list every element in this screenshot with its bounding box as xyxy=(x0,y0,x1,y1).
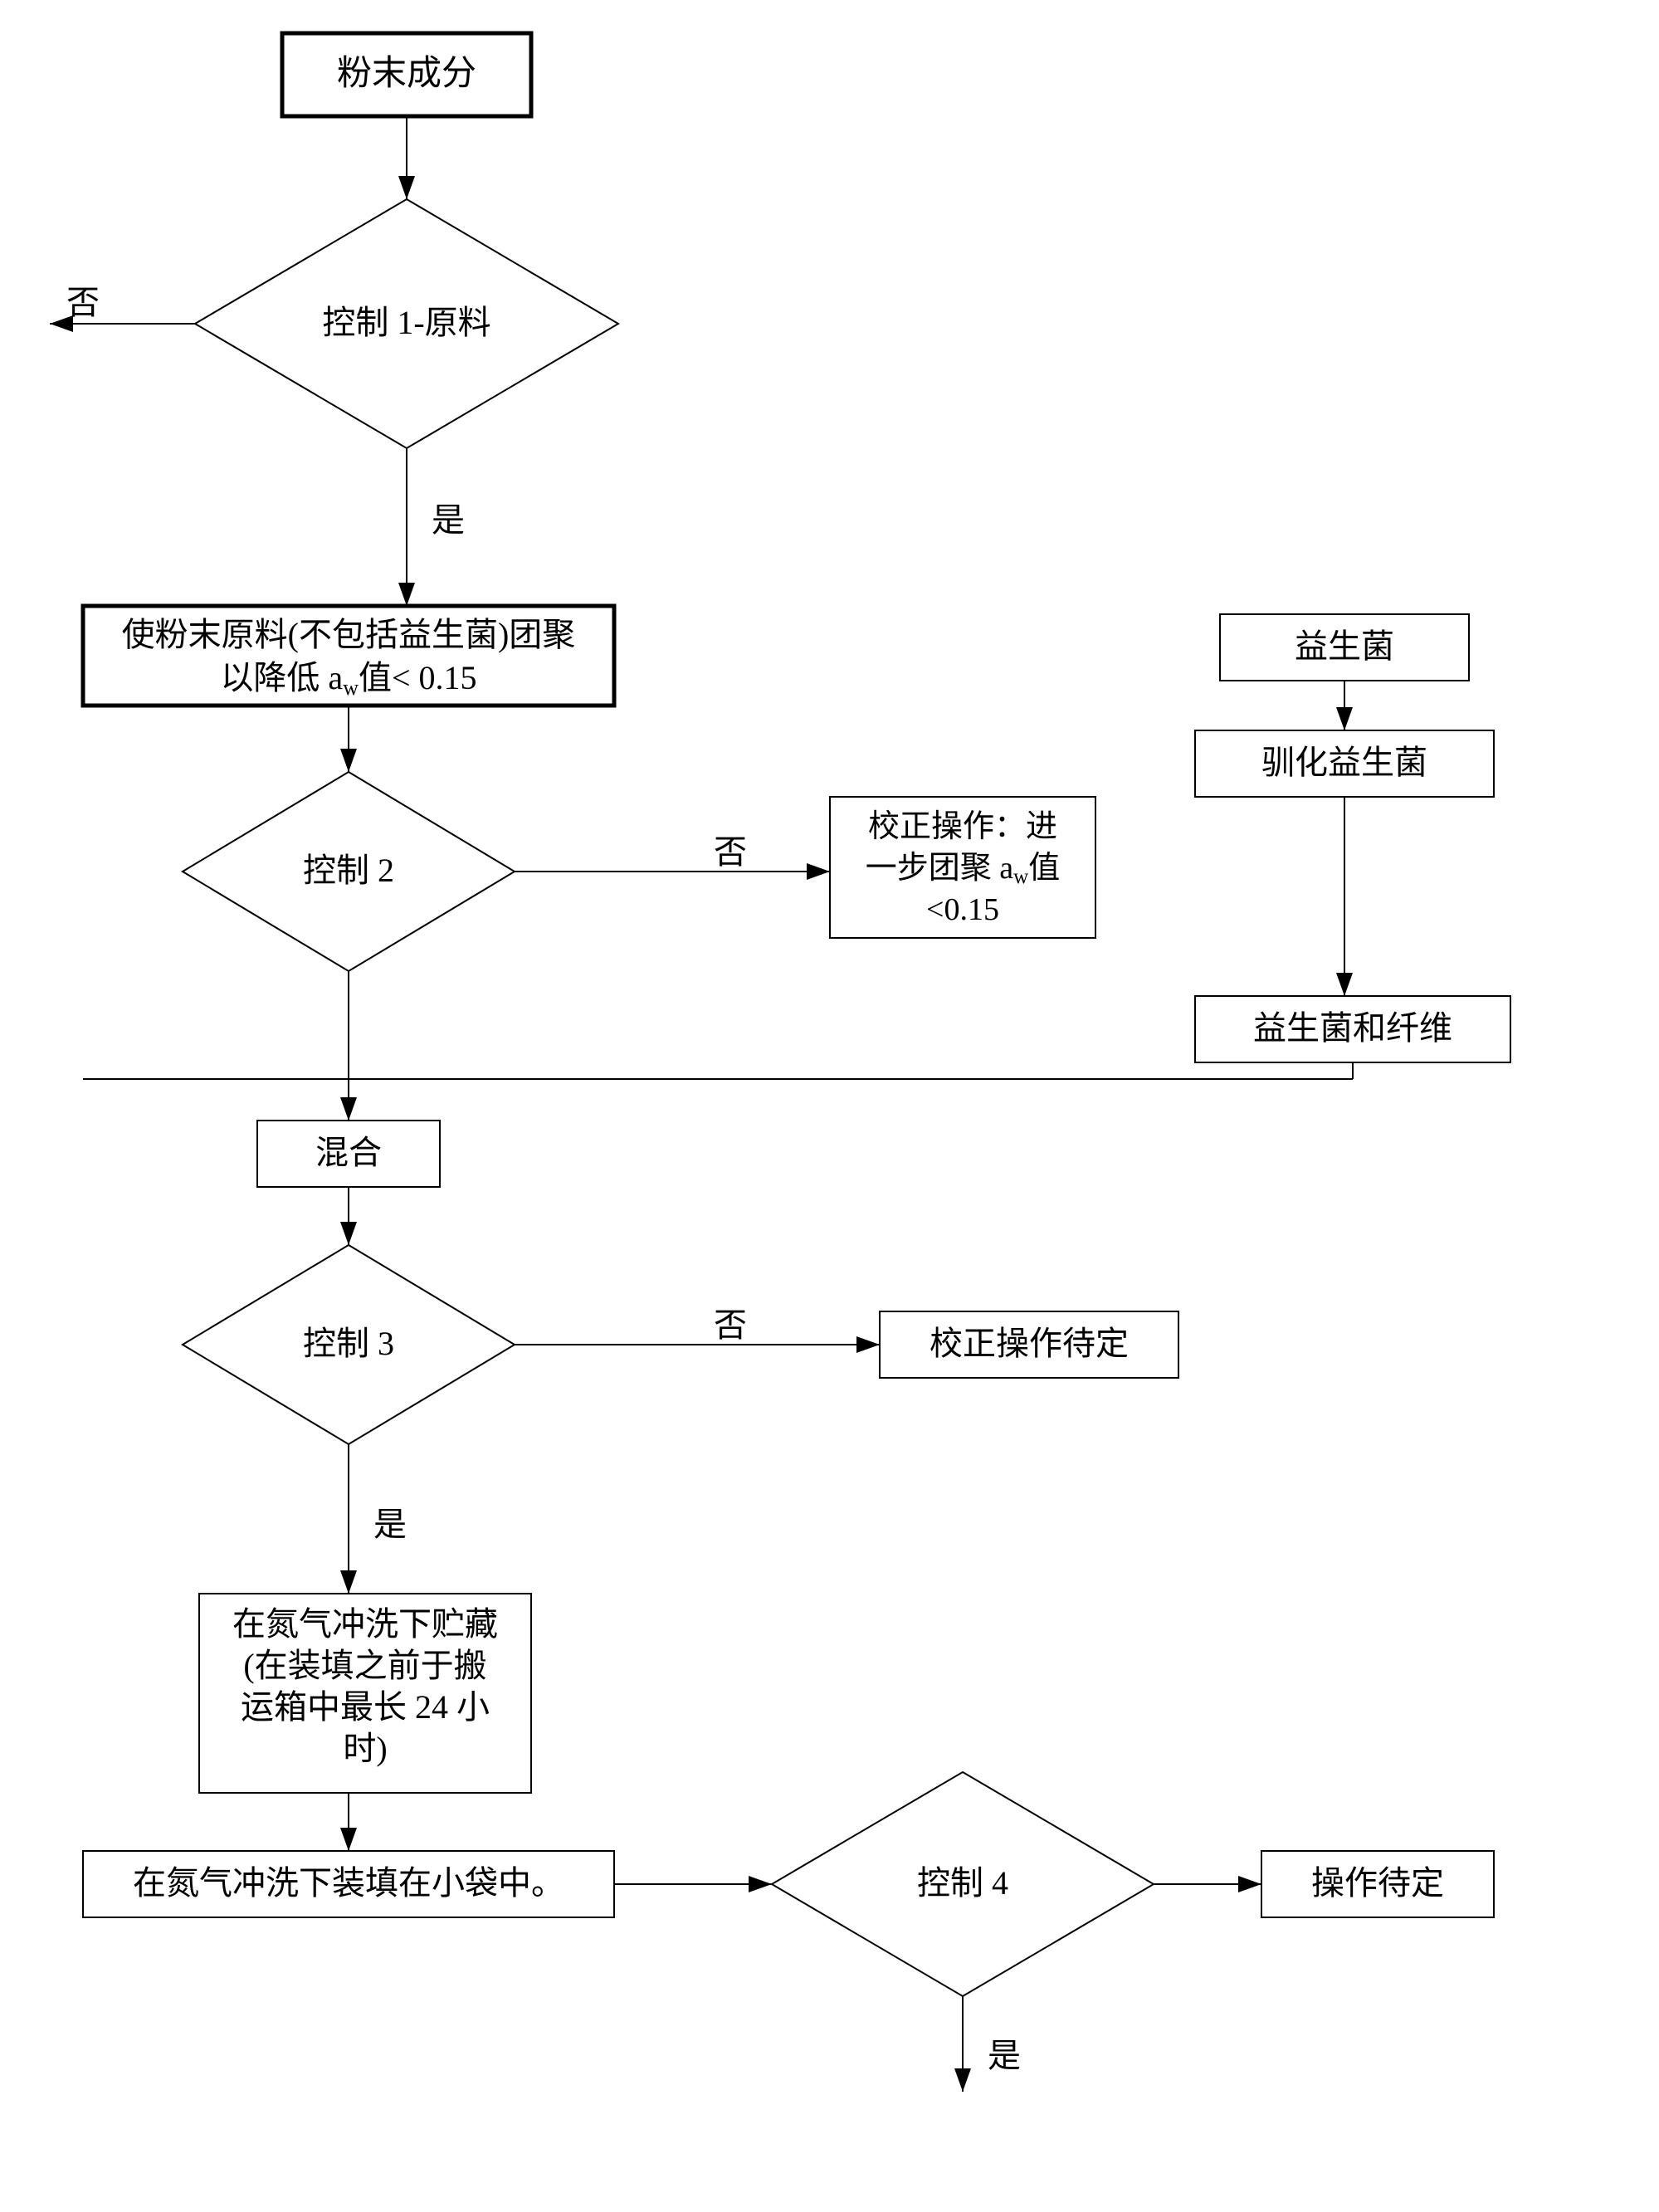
node-text: 益生菌 xyxy=(1295,627,1394,665)
node-n_probfib: 益生菌和纤维 xyxy=(1195,996,1510,1062)
node-text: 操作待定 xyxy=(1311,1864,1444,1902)
node-text: 益生菌和纤维 xyxy=(1253,1009,1452,1047)
node-text: 控制 2 xyxy=(303,852,394,889)
node-text: (在装填之前于搬 xyxy=(243,1647,486,1684)
node-n_mix: 混合 xyxy=(257,1121,440,1187)
node-text: 时) xyxy=(343,1730,387,1767)
node-text: 驯化益生菌 xyxy=(1261,744,1427,781)
label-l_no2: 否 xyxy=(714,833,747,871)
node-text: 校正操作：进 xyxy=(868,809,1057,844)
node-text: 控制 3 xyxy=(303,1325,394,1362)
node-text: 运箱中最长 24 小 xyxy=(241,1688,490,1726)
node-text: 在氮气冲洗下装填在小袋中。 xyxy=(133,1864,564,1902)
node-text: <0.15 xyxy=(926,892,999,927)
node-n_start: 粉末成分 xyxy=(282,33,531,116)
label-l_yes3: 是 xyxy=(373,1506,407,1543)
node-n_fill: 在氮气冲洗下装填在小袋中。 xyxy=(83,1851,614,1917)
node-text: 一步团聚 aw值 xyxy=(866,851,1060,888)
node-n_prob: 益生菌 xyxy=(1220,614,1469,681)
node-text: 控制 1-原料 xyxy=(322,304,490,341)
node-n_corr2: 校正操作：进一步团聚 aw值 <0.15 xyxy=(830,797,1095,938)
node-n_op4: 操作待定 xyxy=(1261,1851,1494,1917)
node-n_agg: 使粉末原料(不包括益生菌)团聚以降低 aw值< 0.15 xyxy=(83,606,614,706)
node-text: 粉末成分 xyxy=(337,55,476,93)
label-l_yes4: 是 xyxy=(988,2037,1021,2074)
node-text: 校正操作待定 xyxy=(930,1325,1129,1362)
node-text: 在氮气冲洗下贮藏 xyxy=(232,1605,498,1643)
label-l_yes1: 是 xyxy=(432,501,465,539)
node-n_store: 在氮气冲洗下贮藏 (在装填之前于搬运箱中最长 24 小时) xyxy=(199,1594,531,1793)
node-n_domest: 驯化益生菌 xyxy=(1195,730,1494,797)
node-text: 混合 xyxy=(315,1134,382,1171)
label-l_no3: 否 xyxy=(714,1306,747,1344)
label-l_no1: 否 xyxy=(66,284,100,321)
node-text: 使粉末原料(不包括益生菌)团聚 xyxy=(122,616,576,653)
node-text: 控制 4 xyxy=(917,1864,1008,1902)
node-n_corr3: 校正操作待定 xyxy=(880,1311,1178,1378)
